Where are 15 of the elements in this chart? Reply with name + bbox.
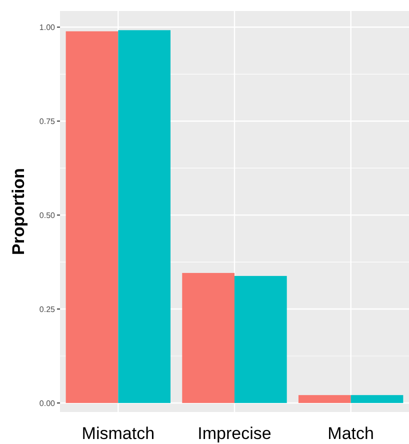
y-axis-title: Proportion — [9, 168, 28, 255]
y-tick-label: 0.25 — [39, 304, 56, 314]
y-tick-label: 0.50 — [39, 210, 56, 220]
bar — [350, 395, 404, 403]
bar — [182, 272, 234, 403]
y-tick-label: 1.00 — [39, 22, 56, 32]
x-tick-label: Mismatch — [82, 424, 155, 443]
bar — [66, 31, 118, 403]
bar — [234, 276, 287, 403]
x-tick-label: Match — [328, 424, 374, 443]
y-tick-label: 0.00 — [39, 398, 56, 408]
bar — [118, 30, 171, 403]
y-tick-label: 0.75 — [39, 116, 56, 126]
bar — [298, 395, 351, 403]
x-tick-label: Imprecise — [198, 424, 272, 443]
